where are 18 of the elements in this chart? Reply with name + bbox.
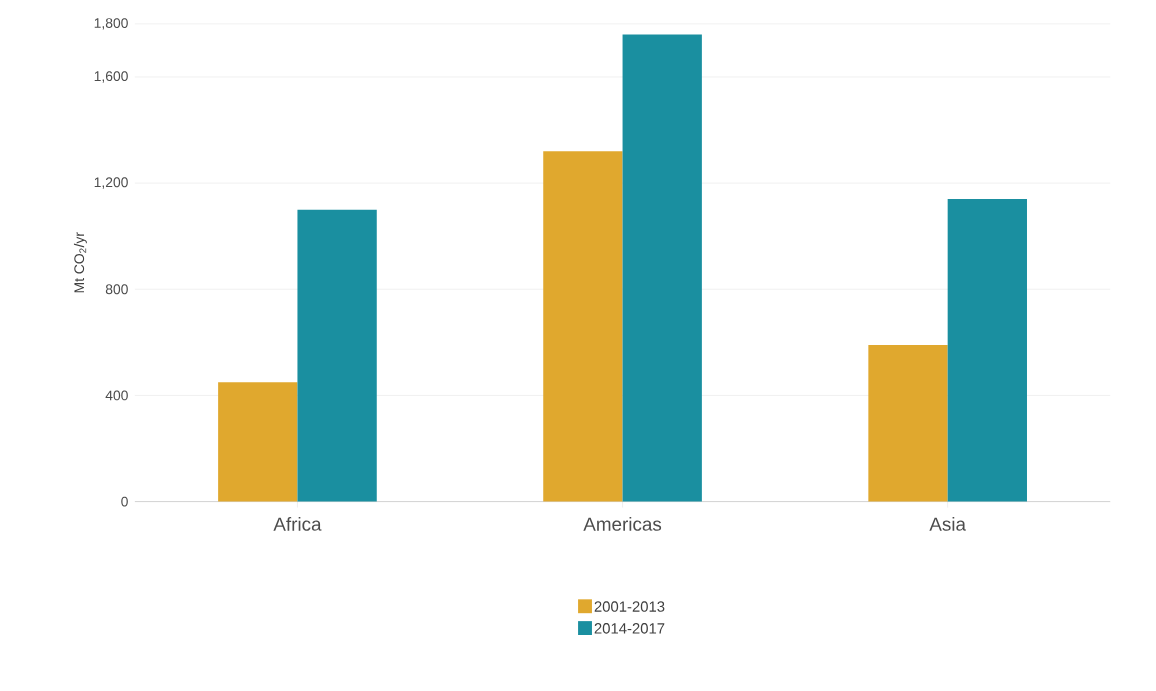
bar [868, 345, 948, 502]
y-tick-label: 0 [121, 496, 128, 507]
bar [543, 151, 623, 502]
x-tick-label: Americas [583, 517, 662, 531]
bar [947, 199, 1027, 502]
y-tick-label: 400 [105, 390, 128, 401]
bar [297, 209, 377, 502]
y-tick-label: 1,200 [94, 177, 128, 190]
y-tick-label: 1,800 [94, 18, 128, 30]
y-axis-title: Mt CO$_{2}$/yr [73, 232, 87, 293]
legend-label: 2001-2013 [594, 601, 665, 612]
x-tick-label: Africa [273, 517, 322, 531]
bar [218, 382, 298, 502]
legend-label: 2014-2017 [594, 623, 665, 634]
bar [622, 34, 702, 502]
x-tick-label: Asia [929, 517, 966, 531]
y-tick-label: 800 [105, 284, 128, 295]
y-tick-label: 1,600 [94, 71, 128, 83]
